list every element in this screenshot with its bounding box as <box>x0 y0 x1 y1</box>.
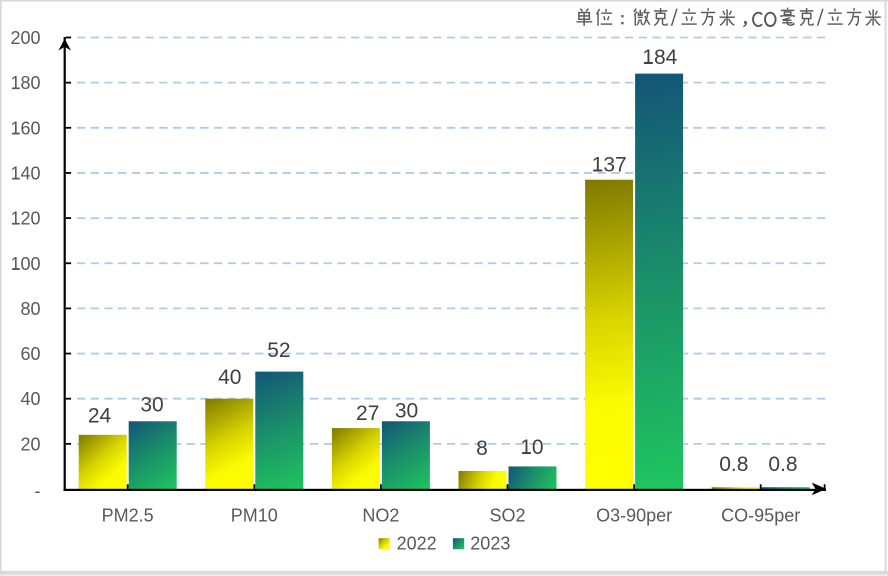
svg-text:SO2: SO2 <box>489 505 525 525</box>
svg-text:200: 200 <box>10 28 40 48</box>
svg-text:60: 60 <box>20 344 40 364</box>
svg-text:O3-90per: O3-90per <box>596 505 672 525</box>
svg-text:0.8: 0.8 <box>719 453 748 476</box>
svg-text:NO2: NO2 <box>362 505 399 525</box>
svg-text:80: 80 <box>20 299 40 319</box>
svg-text:24: 24 <box>88 405 112 428</box>
svg-text:180: 180 <box>10 73 40 93</box>
svg-text:2022: 2022 <box>397 534 437 554</box>
svg-text:PM2.5: PM2.5 <box>102 505 154 525</box>
svg-text:30: 30 <box>140 393 163 416</box>
svg-text:8: 8 <box>476 437 488 460</box>
svg-text:-: - <box>35 481 41 501</box>
svg-text:0.8: 0.8 <box>768 453 797 476</box>
svg-text:140: 140 <box>10 163 40 183</box>
svg-text:2023: 2023 <box>470 534 510 554</box>
svg-text:PM10: PM10 <box>231 505 278 525</box>
svg-text:CO-95per: CO-95per <box>721 505 800 525</box>
svg-text:160: 160 <box>10 118 40 138</box>
svg-text:27: 27 <box>356 402 379 425</box>
svg-text:40: 40 <box>218 366 241 389</box>
svg-text:40: 40 <box>20 389 40 409</box>
svg-text:137: 137 <box>592 153 627 176</box>
svg-text:52: 52 <box>267 339 290 362</box>
svg-text:120: 120 <box>10 209 40 229</box>
svg-text:20: 20 <box>20 434 40 454</box>
svg-text:10: 10 <box>520 436 543 459</box>
svg-text:100: 100 <box>10 254 40 274</box>
svg-text:30: 30 <box>395 400 418 423</box>
svg-text:184: 184 <box>642 46 677 69</box>
